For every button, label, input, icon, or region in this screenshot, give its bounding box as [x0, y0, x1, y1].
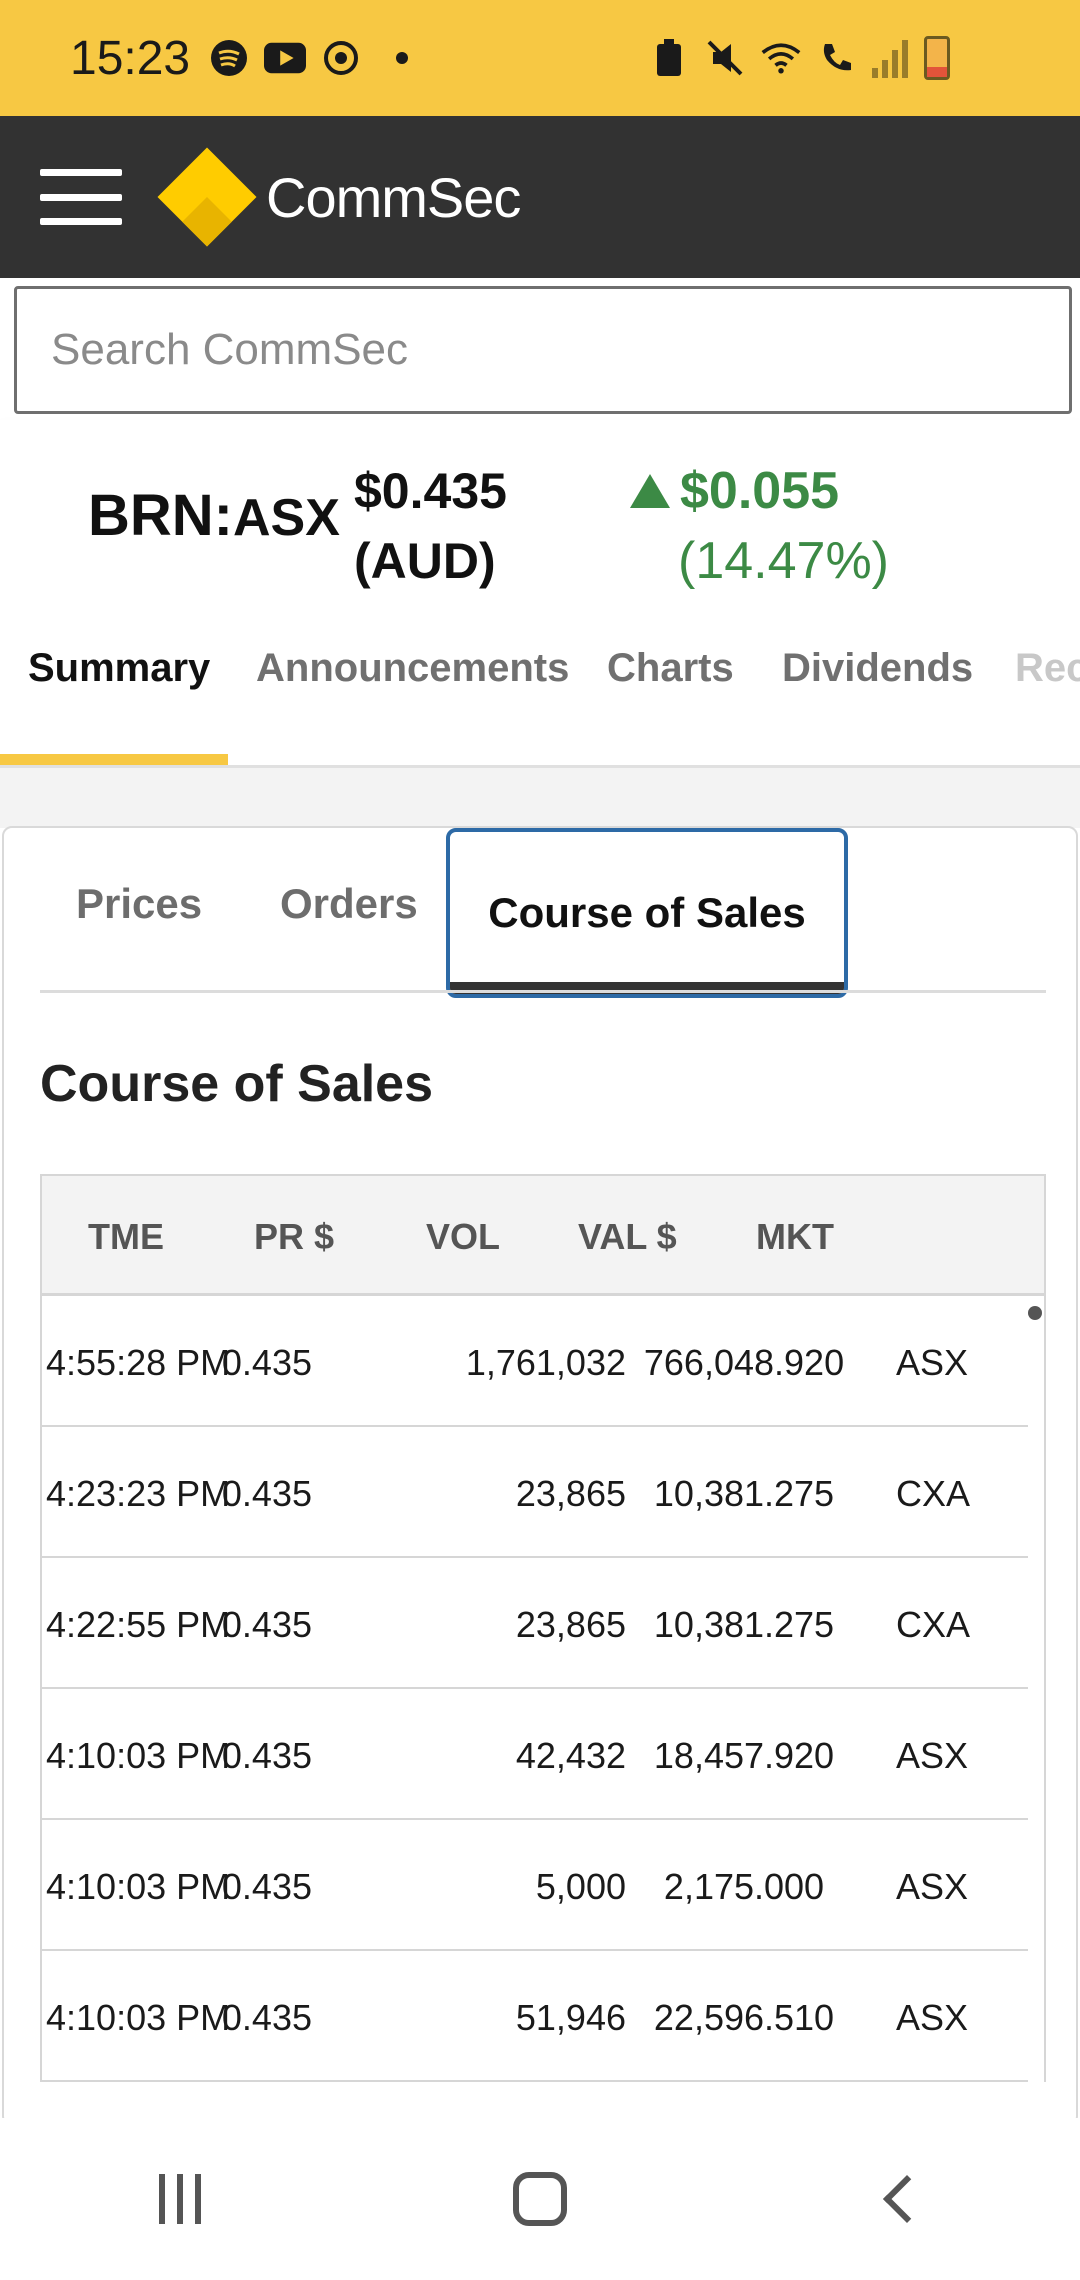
cell-market: ASX — [896, 1997, 969, 2038]
cell-volume: 23,865 — [515, 1604, 626, 1645]
subtab-orders[interactable]: Orders — [280, 880, 418, 927]
ticker-symbol: BRN:ASX — [88, 482, 340, 549]
cell-time: 4:23:23 PM — [46, 1473, 231, 1514]
cell-market: ASX — [896, 1866, 969, 1907]
header-price[interactable]: PR $ — [254, 1216, 335, 1257]
scroll-indicator[interactable] — [1028, 1306, 1042, 1320]
table-row: 4:10:03 PM 0.435 5,000 2,175.000 ASX — [42, 1820, 1028, 1951]
table-body: 4:55:28 PM 0.435 1,761,032 766,048.920 ASX 4:… — [42, 1296, 1044, 2082]
menu-icon[interactable] — [40, 169, 122, 225]
cell-volume: 23,865 — [515, 1473, 626, 1514]
header-time[interactable]: TME — [88, 1216, 164, 1257]
tab-dividends[interactable]: Dividends — [782, 646, 974, 690]
app-header: CommSec — [0, 116, 1080, 278]
notification-dot-icon — [396, 52, 409, 64]
commsec-logo[interactable]: CommSec — [157, 147, 521, 247]
back-icon — [882, 2174, 932, 2224]
battery-saver-icon — [648, 37, 690, 79]
tab-summary[interactable]: Summary — [28, 646, 211, 690]
price-value: $0.435 — [354, 463, 507, 519]
header-market[interactable]: MKT — [756, 1216, 834, 1257]
cell-volume: 51,946 — [515, 1997, 626, 2038]
tab-announcements[interactable]: Announcements — [256, 646, 570, 690]
battery-icon — [924, 36, 950, 80]
quote-summary: BRN:ASX $0.435 (AUD) $0.055 (14.47%) — [0, 420, 1080, 610]
main-tabs: Summary Announcements Charts Dividends R… — [0, 610, 1080, 768]
youtube-icon — [264, 37, 307, 79]
price-currency: (AUD) — [354, 533, 496, 589]
active-tab-indicator — [0, 754, 228, 765]
section-title: Course of Sales — [40, 1055, 434, 1113]
change-percent: (14.47%) — [678, 532, 889, 590]
table-row: 4:22:55 PM 0.435 23,865 10,381.275 CXA — [42, 1558, 1028, 1689]
cell-time: 4:10:03 PM — [46, 1997, 231, 2038]
content-background — [0, 768, 1080, 828]
up-arrow-icon — [630, 474, 670, 508]
signal-icon — [872, 38, 908, 78]
subtabs-divider — [40, 990, 1046, 993]
cell-market: ASX — [896, 1735, 969, 1776]
cell-time: 4:22:55 PM — [46, 1604, 231, 1645]
cell-volume: 42,432 — [515, 1735, 626, 1776]
cell-price: 0.435 — [221, 1342, 312, 1383]
header-value[interactable]: VAL $ — [578, 1216, 677, 1257]
cell-value: 2,175.000 — [663, 1866, 825, 1907]
subtab-course-of-sales[interactable]: Course of Sales — [446, 828, 848, 998]
sync-icon — [320, 37, 362, 79]
wifi-call-icon — [816, 37, 858, 79]
cell-value: 10,381.275 — [653, 1473, 835, 1514]
table-header: TME PR $ VOL VAL $ MKT — [42, 1176, 1044, 1296]
cell-price: 0.435 — [221, 1866, 312, 1907]
ticker-separator: : — [213, 483, 233, 548]
system-nav-bar — [0, 2118, 1080, 2280]
brand-name: CommSec — [266, 165, 521, 229]
search-container — [14, 286, 1072, 414]
cell-value: 766,048.920 — [643, 1342, 845, 1383]
table-row: 4:23:23 PM 0.435 23,865 10,381.275 CXA — [42, 1427, 1028, 1558]
table-row: 4:55:28 PM 0.435 1,761,032 766,048.920 ASX — [42, 1296, 1028, 1427]
cell-value: 10,381.275 — [653, 1604, 835, 1645]
spotify-icon — [208, 37, 250, 79]
table-row: 4:10:03 PM 0.435 51,946 22,596.510 ASX — [42, 1951, 1028, 2082]
ticker-code: BRN — [88, 483, 214, 548]
cell-volume: 1,761,032 — [465, 1342, 626, 1383]
cell-value: 22,596.510 — [653, 1997, 835, 2038]
last-price: $0.435 (AUD) — [354, 456, 507, 596]
wifi-icon — [760, 37, 802, 79]
home-icon — [513, 2172, 567, 2226]
tab-research[interactable]: Rec — [1015, 646, 1080, 690]
cell-time: 4:10:03 PM — [46, 1735, 231, 1776]
course-of-sales-card: Prices Orders Course of Sales Course of … — [2, 826, 1078, 2126]
subtab-prices[interactable]: Prices — [76, 880, 203, 927]
header-volume[interactable]: VOL — [426, 1216, 501, 1257]
sales-table: TME PR $ VOL VAL $ MKT 4:55:28 PM 0.435 1,… — [40, 1174, 1046, 2082]
back-button[interactable] — [840, 2149, 960, 2249]
cell-price: 0.435 — [221, 1604, 312, 1645]
recents-icon — [159, 2174, 201, 2224]
change-amount: $0.055 — [680, 462, 840, 520]
home-button[interactable] — [480, 2149, 600, 2249]
price-change: $0.055 (14.47%) — [630, 456, 889, 596]
mute-icon — [704, 37, 746, 79]
cell-volume: 5,000 — [535, 1866, 626, 1907]
cell-market: ASX — [896, 1342, 969, 1383]
tab-charts[interactable]: Charts — [607, 646, 734, 690]
ticker-exchange: ASX — [233, 489, 340, 547]
cell-market: CXA — [896, 1473, 971, 1514]
cell-time: 4:55:28 PM — [46, 1342, 231, 1383]
subtab-course-of-sales-label: Course of Sales — [488, 889, 806, 936]
table-row: 4:10:03 PM 0.435 42,432 18,457.920 ASX — [42, 1689, 1028, 1820]
cell-time: 4:10:03 PM — [46, 1866, 231, 1907]
cell-price: 0.435 — [221, 1473, 312, 1514]
cell-price: 0.435 — [221, 1735, 312, 1776]
cell-price: 0.435 — [221, 1997, 312, 2038]
recents-button[interactable] — [120, 2149, 240, 2249]
cell-market: CXA — [896, 1604, 971, 1645]
status-bar: 15:23 — [0, 0, 1080, 116]
cell-value: 18,457.920 — [653, 1735, 835, 1776]
status-time: 15:23 — [70, 31, 191, 85]
commsec-diamond-icon — [157, 147, 257, 247]
search-input[interactable] — [14, 286, 1072, 414]
